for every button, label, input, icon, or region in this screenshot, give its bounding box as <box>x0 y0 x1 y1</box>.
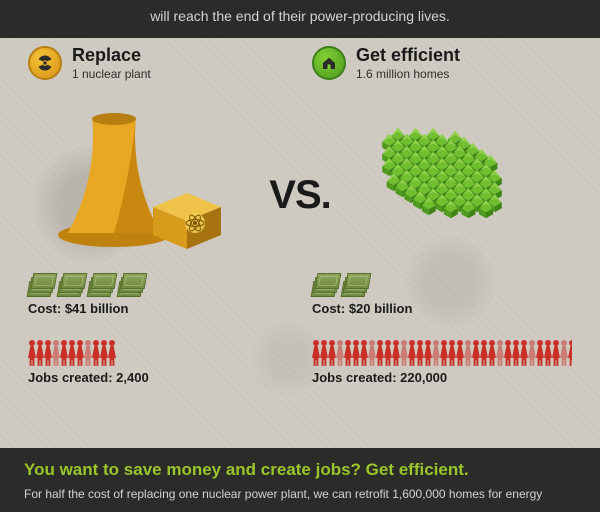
option-replace-title: Replace <box>72 46 151 65</box>
comparison-area: Replace 1 nuclear plant <box>0 38 600 458</box>
radiation-icon <box>28 46 62 80</box>
option-replace: Replace 1 nuclear plant <box>28 46 288 395</box>
money-stack-icon <box>28 261 288 297</box>
houses-cluster-illustration <box>312 87 572 257</box>
option-replace-header: Replace 1 nuclear plant <box>28 46 288 81</box>
nuclear-plant-illustration <box>28 87 288 257</box>
conclusion-body: For half the cost of replacing one nucle… <box>24 486 576 502</box>
house-icon <box>312 46 346 80</box>
efficient-stats: Cost: $20 billion Jobs created: 220,000 <box>312 261 572 385</box>
replace-cost: Cost: $41 billion <box>28 261 288 316</box>
conclusion-strip: You want to save money and create jobs? … <box>0 448 600 512</box>
reactor-cube-icon <box>153 189 223 249</box>
people-row-icon <box>28 326 288 366</box>
option-efficient-subtitle: 1.6 million homes <box>356 67 460 81</box>
replace-cost-label: Cost: $41 billion <box>28 301 288 316</box>
option-replace-subtitle: 1 nuclear plant <box>72 67 151 81</box>
efficient-cost: Cost: $20 billion <box>312 261 572 316</box>
efficient-jobs-label: Jobs created: 220,000 <box>312 370 572 385</box>
replace-jobs: Jobs created: 2,400 <box>28 326 288 385</box>
option-efficient: Get efficient 1.6 million homes <box>312 46 572 395</box>
context-strip-text: will reach the end of their power-produc… <box>150 8 450 24</box>
efficient-jobs: Jobs created: 220,000 <box>312 326 572 385</box>
replace-stats: Cost: $41 billion Jobs created: 2,400 <box>28 261 288 385</box>
people-row-icon <box>312 326 572 366</box>
money-stack-icon <box>312 261 572 297</box>
conclusion-headline: You want to save money and create jobs? … <box>24 460 576 480</box>
efficient-cost-label: Cost: $20 billion <box>312 301 572 316</box>
replace-jobs-label: Jobs created: 2,400 <box>28 370 288 385</box>
option-efficient-title: Get efficient <box>356 46 460 65</box>
option-efficient-header: Get efficient 1.6 million homes <box>312 46 572 81</box>
context-strip: will reach the end of their power-produc… <box>0 0 600 38</box>
